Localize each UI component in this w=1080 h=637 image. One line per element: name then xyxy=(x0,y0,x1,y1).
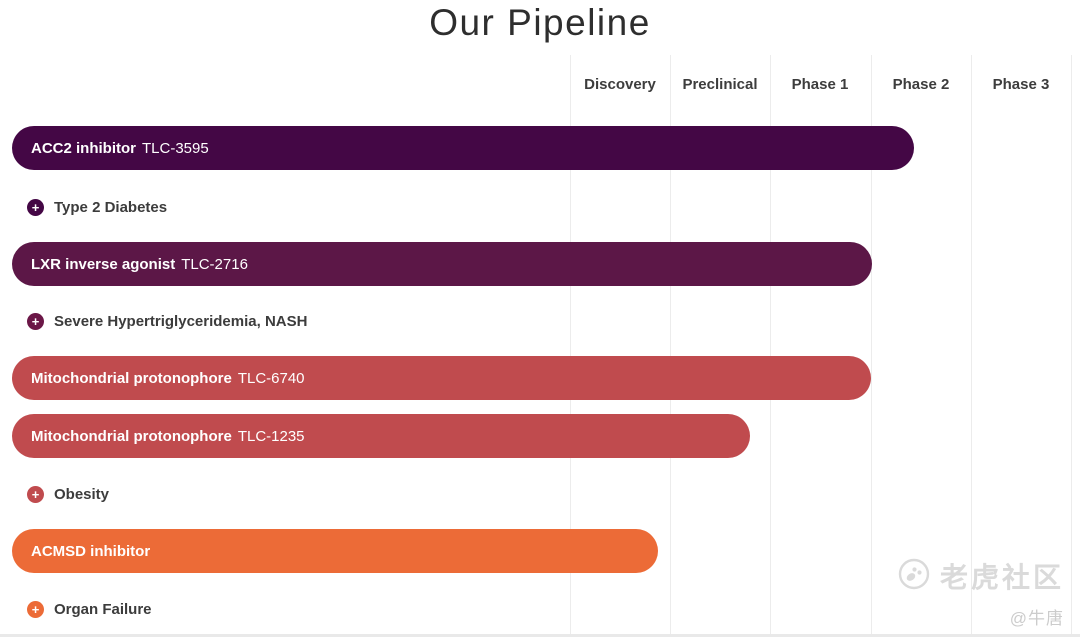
plus-icon: + xyxy=(27,485,44,503)
indication-type-2-diabetes: + Type 2 Diabetes xyxy=(27,196,167,218)
pipeline-bar-tlc-6740: Mitochondrial protonophore TLC-6740 xyxy=(12,356,871,400)
program-code: TLC-6740 xyxy=(237,369,305,387)
stage-header-phase1: Phase 1 xyxy=(791,76,849,93)
stage-header-phase2: Phase 2 xyxy=(892,76,950,93)
program-name: Mitochondrial protonophore xyxy=(31,369,232,387)
stage-gridline xyxy=(1071,55,1072,637)
pipeline-bar-tlc-3595: ACC2 inhibitor TLC-3595 xyxy=(12,126,914,170)
stage-header-phase3: Phase 3 xyxy=(992,76,1050,93)
program-name: LXR inverse agonist xyxy=(31,255,176,273)
program-code: TLC-2716 xyxy=(181,255,248,273)
watermark-brand: 老虎社区 xyxy=(939,562,1064,593)
bottom-edge-strip xyxy=(0,634,1080,637)
plus-icon: + xyxy=(27,312,44,330)
plus-icon: + xyxy=(27,600,44,618)
stage-gridline xyxy=(871,55,872,637)
program-name: Mitochondrial protonophore xyxy=(31,427,232,445)
stage-header-preclinical: Preclinical xyxy=(682,76,758,93)
stage-gridline xyxy=(971,55,972,637)
indication-obesity: + Obesity xyxy=(27,483,109,505)
tiger-logo-icon xyxy=(898,558,930,595)
indication-organ-failure: + Organ Failure xyxy=(27,598,152,620)
program-name: ACMSD inhibitor xyxy=(31,542,151,560)
plus-icon: + xyxy=(27,198,44,216)
program-code: TLC-1235 xyxy=(237,427,305,445)
stage-gridline xyxy=(570,55,571,637)
pipeline-bar-acmsd: ACMSD inhibitor xyxy=(12,529,658,573)
indication-severe-hypertriglyceridemia-nash: + Severe Hypertriglyceridemia, NASH xyxy=(27,310,307,332)
indication-label: Organ Failure xyxy=(54,600,152,618)
program-code: TLC-3595 xyxy=(142,139,209,157)
watermark-handle: @牛唐 xyxy=(1009,609,1064,628)
indication-label: Obesity xyxy=(54,485,110,503)
program-name: ACC2 inhibitor xyxy=(31,139,136,157)
watermark: 老虎社区 @牛唐 xyxy=(898,556,1064,629)
stage-gridline xyxy=(670,55,671,637)
stage-header-discovery: Discovery xyxy=(584,76,656,93)
indication-label: Type 2 Diabetes xyxy=(54,198,168,216)
page-title: Our Pipeline xyxy=(429,2,651,43)
indication-label: Severe Hypertriglyceridemia, NASH xyxy=(54,312,308,330)
stage-gridline xyxy=(770,55,771,637)
pipeline-bar-tlc-1235: Mitochondrial protonophore TLC-1235 xyxy=(12,414,750,458)
pipeline-bar-tlc-2716: LXR inverse agonist TLC-2716 xyxy=(12,242,872,286)
